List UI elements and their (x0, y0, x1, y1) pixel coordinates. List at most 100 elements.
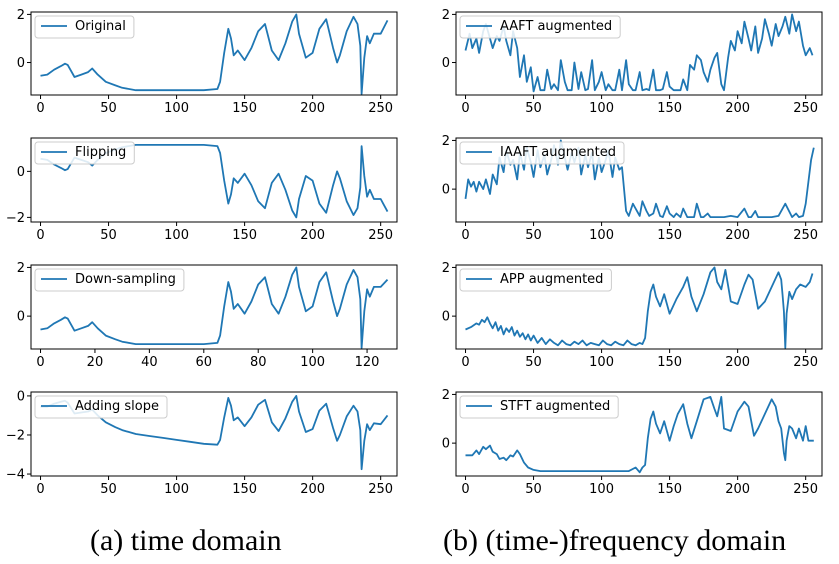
x-tick-label: 250 (368, 101, 393, 116)
panel-iaaft-augmented: 0 50 100 150 200 250 0 2 IAAFT augmented (442, 134, 823, 243)
x-tick-label: 0 (36, 228, 44, 243)
x-tick-label: 200 (725, 101, 750, 116)
series-line-stft-augmented (465, 396, 814, 474)
x-tick-label: 100 (589, 228, 614, 243)
y-tick-label: −4 (6, 468, 25, 483)
panel-adding-slope: 0 50 100 150 200 250 −4 −2 0 Adding slope (6, 389, 398, 497)
x-tick-label: 250 (793, 101, 818, 116)
y-tick-label: −2 (6, 428, 25, 443)
y-tick-label: 0 (442, 183, 450, 198)
x-tick-label: 200 (725, 355, 750, 370)
y-tick-label: 0 (442, 56, 450, 71)
panel-flipping: 0 50 100 150 200 250 −2 0 Flipping (6, 137, 398, 243)
x-tick-label: 100 (300, 355, 325, 370)
legend-box (34, 15, 135, 39)
panel-down-sampling: 0 20 40 60 80 100 120 0 2 Down-sampling (17, 261, 398, 370)
y-tick-label: 2 (17, 8, 25, 23)
x-tick-label: 80 (250, 355, 267, 370)
x-tick-label: 0 (36, 101, 44, 116)
x-tick-label: 250 (793, 482, 818, 497)
x-tick-label: 50 (525, 228, 542, 243)
series-line-iaaft-augmented (464, 139, 815, 218)
legend-label: STFT augmented (500, 399, 610, 414)
x-tick-label: 120 (355, 355, 380, 370)
x-tick-label: 200 (300, 228, 325, 243)
x-tick-label: 100 (164, 101, 189, 116)
axes-frame (30, 264, 398, 350)
x-tick-label: 100 (164, 482, 189, 497)
legend-label: APP augmented (500, 272, 603, 287)
x-tick-label: 200 (300, 101, 325, 116)
legend-box (34, 395, 168, 419)
legend-label: Flipping (75, 145, 126, 160)
x-tick-label: 150 (232, 228, 257, 243)
legend-label: AAFT augmented (500, 19, 612, 34)
y-tick-label: 2 (442, 388, 450, 403)
series-line-app-augmented (465, 266, 814, 349)
panel-aaft-augmented: 0 50 100 150 200 250 0 2 AAFT augmented (442, 8, 823, 116)
x-tick-label: 150 (232, 101, 257, 116)
x-tick-label: 200 (300, 482, 325, 497)
x-tick-label: 200 (725, 228, 750, 243)
y-tick-label: 2 (17, 261, 25, 276)
x-tick-label: 150 (657, 355, 682, 370)
x-tick-label: 150 (232, 482, 257, 497)
axes-frame (455, 11, 823, 96)
x-tick-label: 100 (164, 228, 189, 243)
x-tick-label: 50 (525, 482, 542, 497)
y-tick-label: 2 (442, 261, 450, 276)
y-tick-label: −2 (6, 211, 25, 226)
caption-frequency-domain: (b) (time-)frequency domain (443, 524, 787, 557)
x-tick-label: 0 (461, 482, 469, 497)
axes-frame (455, 391, 823, 477)
x-tick-label: 50 (100, 228, 117, 243)
y-tick-label: 2 (442, 8, 450, 23)
legend-box (459, 141, 625, 165)
legend-label: Down-sampling (75, 272, 176, 287)
x-tick-label: 60 (196, 355, 213, 370)
x-tick-label: 0 (36, 482, 44, 497)
axes-frame (30, 391, 398, 477)
panel-stft-augmented: 0 50 100 150 200 250 0 2 STFT augmented (442, 388, 823, 497)
y-tick-label: 0 (442, 310, 450, 325)
x-tick-label: 150 (657, 482, 682, 497)
caption-time-domain: (a) time domain (90, 524, 282, 557)
axes-frame (30, 137, 398, 223)
legend-box (459, 268, 612, 292)
legend-label: IAAFT augmented (500, 145, 616, 160)
axes-frame (455, 137, 823, 223)
x-tick-label: 50 (100, 482, 117, 497)
x-tick-label: 50 (100, 101, 117, 116)
legend-box (34, 268, 185, 292)
y-tick-label: 0 (17, 165, 25, 180)
y-tick-label: 2 (442, 134, 450, 149)
x-tick-label: 100 (589, 101, 614, 116)
x-tick-label: 0 (36, 355, 44, 370)
legend-box (34, 141, 135, 165)
x-tick-label: 100 (589, 482, 614, 497)
x-tick-label: 250 (368, 228, 393, 243)
x-tick-label: 0 (461, 355, 469, 370)
panel-original: 0 50 100 150 200 250 0 2 Original (17, 8, 398, 116)
x-tick-label: 40 (141, 355, 158, 370)
legend-label: Adding slope (75, 399, 159, 414)
y-tick-label: 0 (442, 437, 450, 452)
x-tick-label: 20 (87, 355, 104, 370)
x-tick-label: 150 (657, 101, 682, 116)
y-tick-label: 0 (17, 310, 25, 325)
legend-box (459, 15, 621, 39)
legend-box (459, 395, 619, 419)
x-tick-label: 200 (725, 482, 750, 497)
axes-frame (455, 264, 823, 350)
x-tick-label: 0 (461, 101, 469, 116)
axes-frame (30, 11, 398, 96)
x-tick-label: 250 (368, 482, 393, 497)
series-line-aaft-augmented (464, 13, 814, 93)
y-tick-label: 0 (17, 389, 25, 404)
y-tick-label: 0 (17, 56, 25, 71)
x-tick-label: 250 (793, 355, 818, 370)
x-tick-label: 50 (525, 101, 542, 116)
x-tick-label: 100 (589, 355, 614, 370)
series-line-original (40, 13, 389, 95)
panel-app-augmented: 0 50 100 150 200 250 0 2 APP augmented (442, 261, 823, 370)
